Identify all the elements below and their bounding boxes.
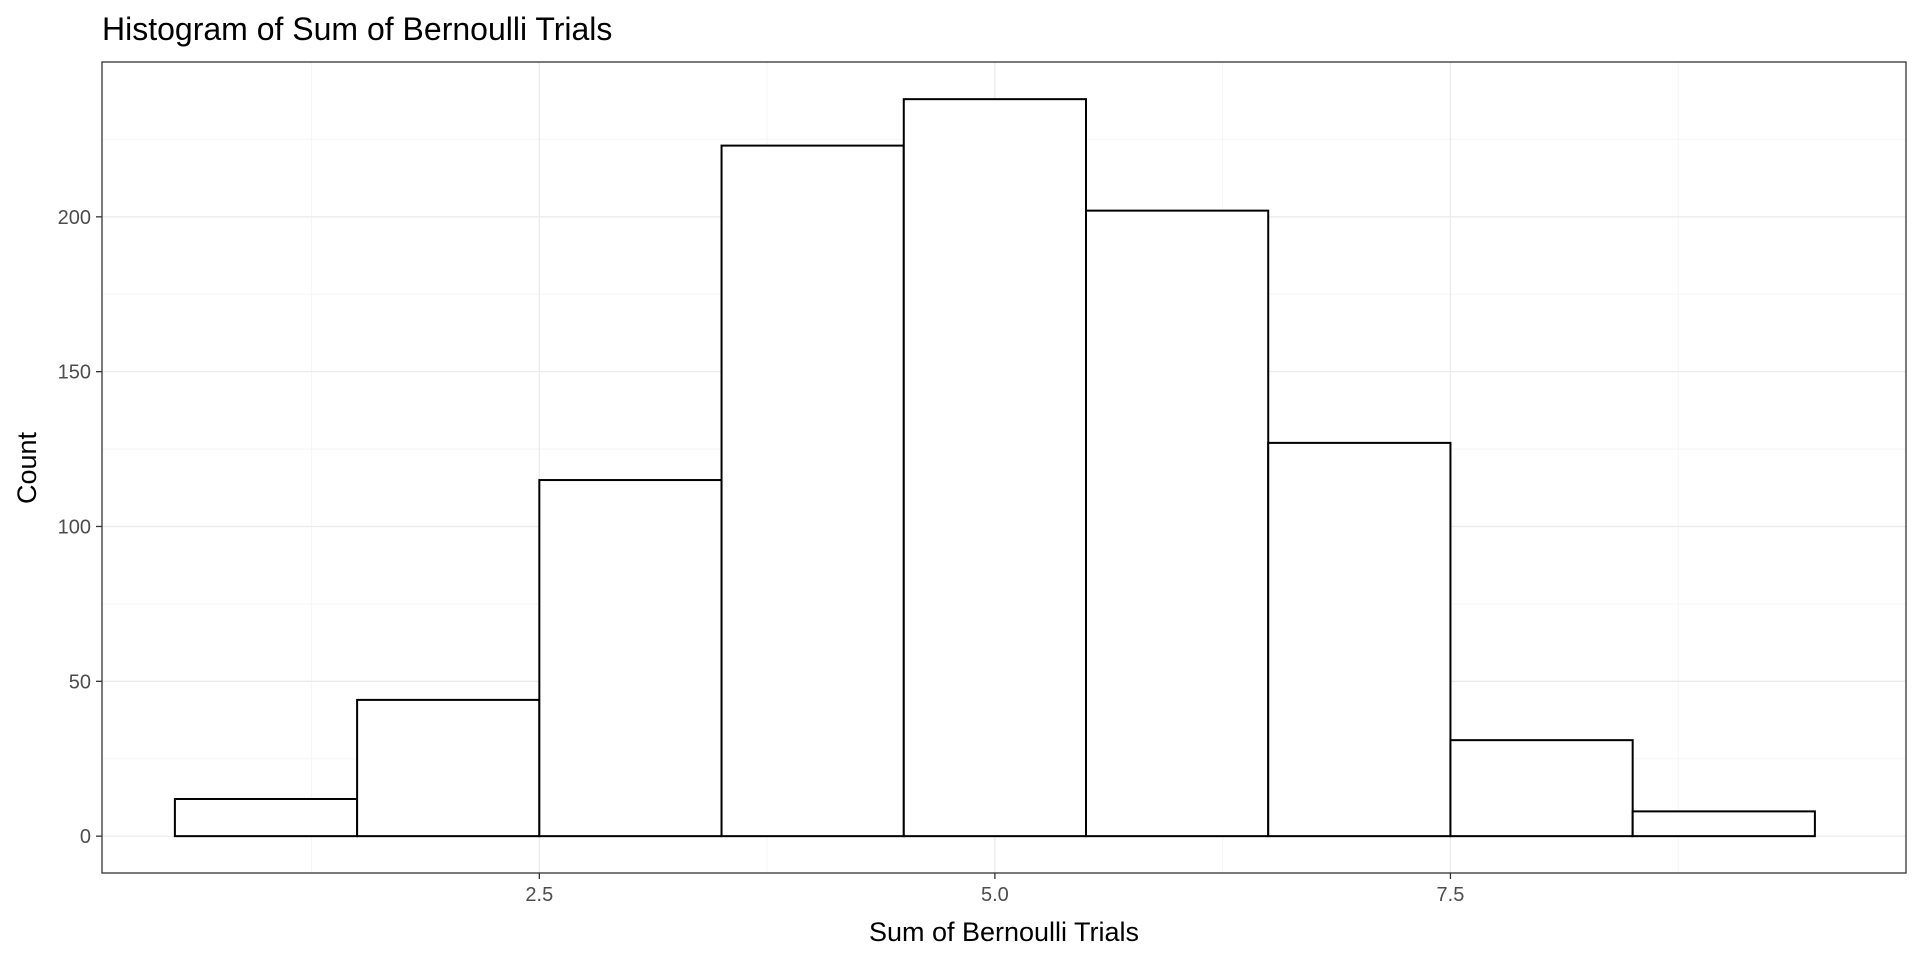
x-tick-label: 2.5	[525, 884, 553, 906]
x-tick-label: 5.0	[981, 884, 1009, 906]
y-axis-title: Count	[12, 431, 42, 504]
histogram-bar	[538, 479, 723, 838]
histogram-bar	[173, 797, 359, 838]
y-tick-label: 200	[58, 207, 91, 229]
y-tick-label: 150	[58, 362, 91, 384]
y-axis: 0 50 100 150 200	[58, 207, 102, 848]
histogram-bar	[1085, 209, 1270, 838]
x-tick-label: 7.5	[1437, 884, 1465, 906]
histogram-bar	[1449, 739, 1634, 838]
y-tick-label: 50	[69, 671, 91, 693]
y-tick-label: 0	[80, 826, 91, 848]
histogram-bars	[173, 98, 1816, 838]
chart-title: Histogram of Sum of Bernoulli Trials	[102, 11, 612, 47]
histogram-bar	[356, 698, 541, 838]
x-axis: 2.5 5.0 7.5	[525, 873, 1464, 906]
histogram-bar	[1267, 441, 1452, 838]
x-axis-title: Sum of Bernoulli Trials	[869, 917, 1139, 947]
histogram-bar	[720, 144, 905, 838]
histogram-bar	[1631, 810, 1816, 838]
y-tick-label: 100	[58, 516, 91, 538]
histogram-bar	[902, 98, 1087, 838]
panel-border	[101, 61, 1907, 874]
